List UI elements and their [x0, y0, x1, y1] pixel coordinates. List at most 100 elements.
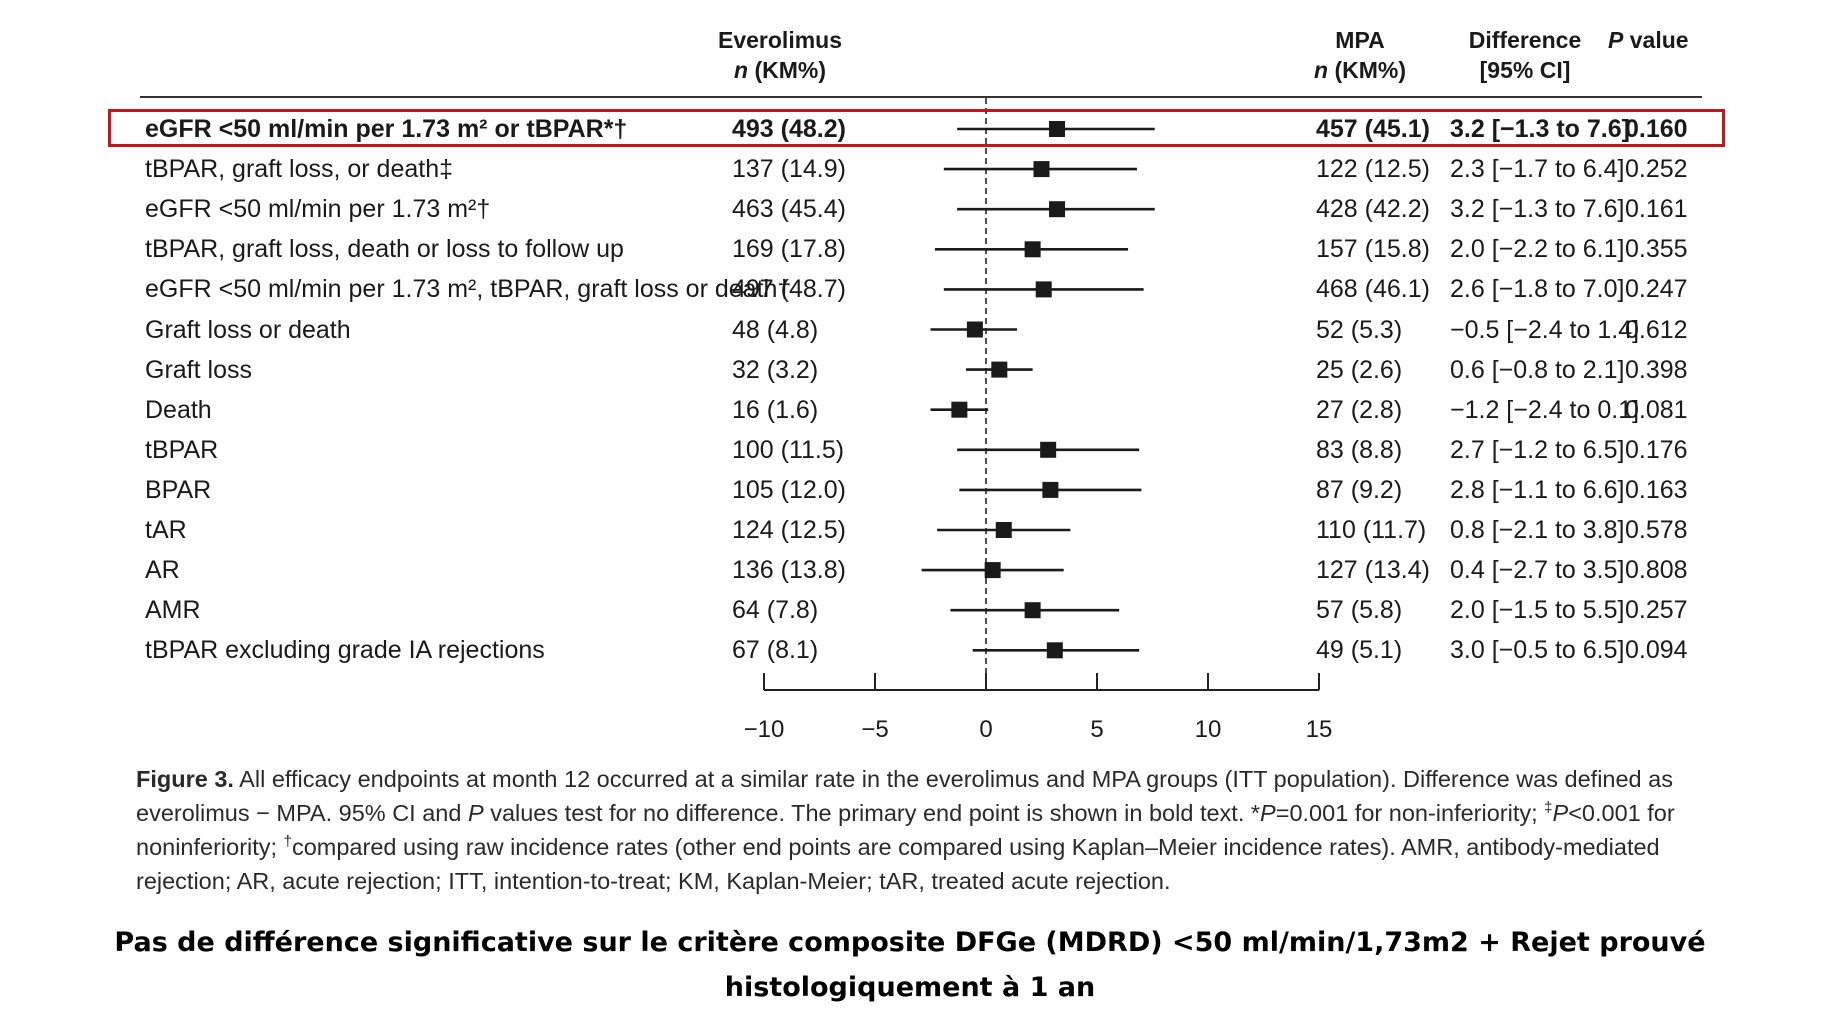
figure-label: Figure 3. [136, 766, 234, 792]
difference-value: 3.2 [−1.3 to 7.6] [1450, 195, 1625, 224]
endpoint-label: AMR [145, 596, 201, 625]
mpa-value: 157 (15.8) [1316, 235, 1430, 264]
everolimus-value: 16 (1.6) [732, 395, 819, 424]
difference-value: 2.0 [−1.5 to 5.5] [1450, 596, 1625, 625]
table-row: Graft loss 32 (3.2) 25 (2.6) 0.6 [−0.8 to 2… [0, 350, 1821, 390]
difference-value: 3.0 [−0.5 to 6.5] [1450, 636, 1625, 665]
point-estimate-10 [995, 522, 1012, 538]
p-value: 0.612 [1625, 315, 1688, 344]
endpoint-label: Graft loss or death [145, 315, 351, 344]
everolimus-value: 136 (13.8) [732, 556, 846, 585]
point-estimate-8 [1040, 441, 1057, 458]
difference-value: 2.3 [−1.7 to 6.4] [1450, 155, 1625, 184]
header-difference-sub: [95% CI] [1479, 57, 1571, 83]
everolimus-value: 137 (14.9) [732, 155, 846, 184]
point-estimate-4 [1035, 281, 1052, 298]
x-tick-label-0: −10 [744, 716, 785, 743]
figure-caption: Figure 3. All efficacy endpoints at mont… [136, 766, 1675, 894]
table-row: eGFR <50 ml/min per 1.73 m²† 463 (45.4) 42… [0, 189, 1821, 229]
difference-value: 3.2 [−1.3 to 7.6] [1450, 115, 1630, 143]
everolimus-value: 169 (17.8) [732, 235, 846, 264]
point-estimate-12 [1024, 602, 1041, 619]
everolimus-value: 100 (11.5) [732, 435, 845, 464]
mpa-value: 27 (2.8) [1316, 395, 1403, 424]
endpoint-label: Death [145, 395, 212, 424]
everolimus-value: 124 (12.5) [732, 516, 846, 544]
table-row: tBPAR, graft loss, or death‡ 137 (14.9) 12… [0, 149, 1821, 189]
endpoint-label: eGFR <50 ml/min per 1.73 m², tBPAR, graf… [145, 275, 792, 304]
everolimus-value: 463 (45.4) [732, 195, 846, 224]
p-value: 0.094 [1625, 636, 1688, 665]
p-value: 0.257 [1625, 596, 1688, 625]
difference-value: 2.0 [−2.2 to 6.1] [1450, 235, 1625, 264]
x-tick-label-1: −5 [861, 716, 888, 743]
mpa-value: 468 (46.1) [1316, 275, 1430, 304]
mpa-value: 110 (11.7) [1316, 516, 1427, 544]
p-value: 0.808 [1625, 556, 1688, 585]
header-mpa-title: MPA [1335, 27, 1385, 53]
mpa-value: 49 (5.1) [1316, 636, 1403, 665]
table-row: AMR 64 (7.8) 57 (5.8) 2.0 [−1.5 to 5.5] 0.25… [0, 590, 1821, 630]
point-estimate-9 [1042, 481, 1059, 498]
p-value: 0.163 [1625, 475, 1688, 504]
mpa-value: 127 (13.4) [1316, 556, 1430, 585]
p-value: 0.160 [1625, 115, 1688, 143]
header-pvalue: P value [1608, 25, 1694, 55]
everolimus-value: 105 (12.0) [732, 475, 846, 504]
endpoint-label: AR [145, 556, 180, 585]
table-row: tBPAR, graft loss, death or loss to foll… [0, 229, 1821, 269]
table-row: Graft loss or death 48 (4.8) 52 (5.3) −0.5 … [0, 310, 1821, 350]
conclusion-text: Pas de différence significative sur le c… [60, 920, 1760, 1010]
difference-value: 0.8 [−2.1 to 3.8] [1450, 516, 1625, 544]
point-estimate-5 [966, 321, 983, 338]
x-tick-label-2: 0 [979, 716, 992, 743]
point-estimate-2 [1049, 201, 1066, 218]
header-everolimus-title: Everolimus [718, 27, 842, 53]
header-rule [140, 96, 1702, 98]
p-value: 0.081 [1625, 395, 1688, 424]
header-pvalue-title: P value [1608, 27, 1689, 53]
conclusion-line-2: histologiquement à 1 an [724, 972, 1096, 1003]
difference-value: 2.8 [−1.1 to 6.6] [1450, 475, 1625, 504]
header-difference-title: Difference [1468, 27, 1582, 53]
difference-value: 2.7 [−1.2 to 6.5] [1450, 435, 1625, 464]
mpa-value: 122 (12.5) [1316, 155, 1430, 184]
difference-value: 2.6 [−1.8 to 7.0] [1450, 275, 1625, 304]
p-value: 0.398 [1625, 355, 1688, 384]
point-estimate-11 [984, 562, 1001, 579]
table-row: Death 16 (1.6) 27 (2.8) −1.2 [−2.4 to 0.1] 0… [0, 390, 1821, 430]
endpoint-label: Graft loss [145, 355, 252, 384]
table-row: AR 136 (13.8) 127 (13.4) 0.4 [−2.7 to 3.5] 0… [0, 550, 1821, 590]
p-value: 0.161 [1625, 195, 1688, 224]
p-value: 0.176 [1625, 435, 1688, 464]
point-estimate-0 [1049, 121, 1066, 137]
table-row: BPAR 105 (12.0) 87 (9.2) 2.8 [−1.1 to 6.6] 0… [0, 470, 1821, 510]
table-row: tBPAR 100 (11.5) 83 (8.8) 2.7 [−1.2 to 6.5]… [0, 430, 1821, 470]
p-value: 0.355 [1625, 235, 1688, 264]
endpoint-label: eGFR <50 ml/min per 1.73 m² or tBPAR*† [145, 115, 628, 143]
point-estimate-1 [1033, 161, 1050, 178]
x-tick-label-5: 15 [1306, 716, 1333, 743]
point-estimate-13 [1046, 642, 1063, 659]
table-row: tAR 124 (12.5) 110 (11.7) 0.8 [−2.1 to 3.8]… [0, 510, 1821, 550]
point-estimate-3 [1024, 241, 1041, 258]
difference-value: 0.4 [−2.7 to 3.5] [1450, 556, 1625, 585]
table-row: eGFR <50 ml/min per 1.73 m², tBPAR, graf… [0, 269, 1821, 309]
header-everolimus: Everolimus n (KM%) [690, 25, 870, 85]
header-difference: Difference [95% CI] [1440, 25, 1610, 85]
mpa-value: 428 (42.2) [1316, 195, 1430, 224]
p-value: 0.578 [1625, 516, 1688, 544]
p-value: 0.252 [1625, 155, 1688, 184]
p-value: 0.247 [1625, 275, 1688, 304]
difference-value: −1.2 [−2.4 to 0.1] [1450, 395, 1640, 424]
endpoint-label: BPAR [145, 475, 212, 504]
difference-value: −0.5 [−2.4 to 1.4] [1450, 315, 1640, 344]
header-everolimus-sub: n (KM%) [734, 57, 826, 83]
mpa-value: 87 (9.2) [1316, 475, 1403, 504]
forest-plot: −10 −5 0 5 10 15 [744, 98, 1333, 743]
table-row: tBPAR excluding grade IA rejections 67 (8… [0, 630, 1821, 670]
everolimus-value: 67 (8.1) [732, 636, 819, 665]
endpoint-label: tBPAR, graft loss, death or loss to foll… [145, 235, 624, 264]
everolimus-value: 32 (3.2) [732, 355, 819, 384]
x-tick-label-3: 5 [1090, 716, 1103, 743]
